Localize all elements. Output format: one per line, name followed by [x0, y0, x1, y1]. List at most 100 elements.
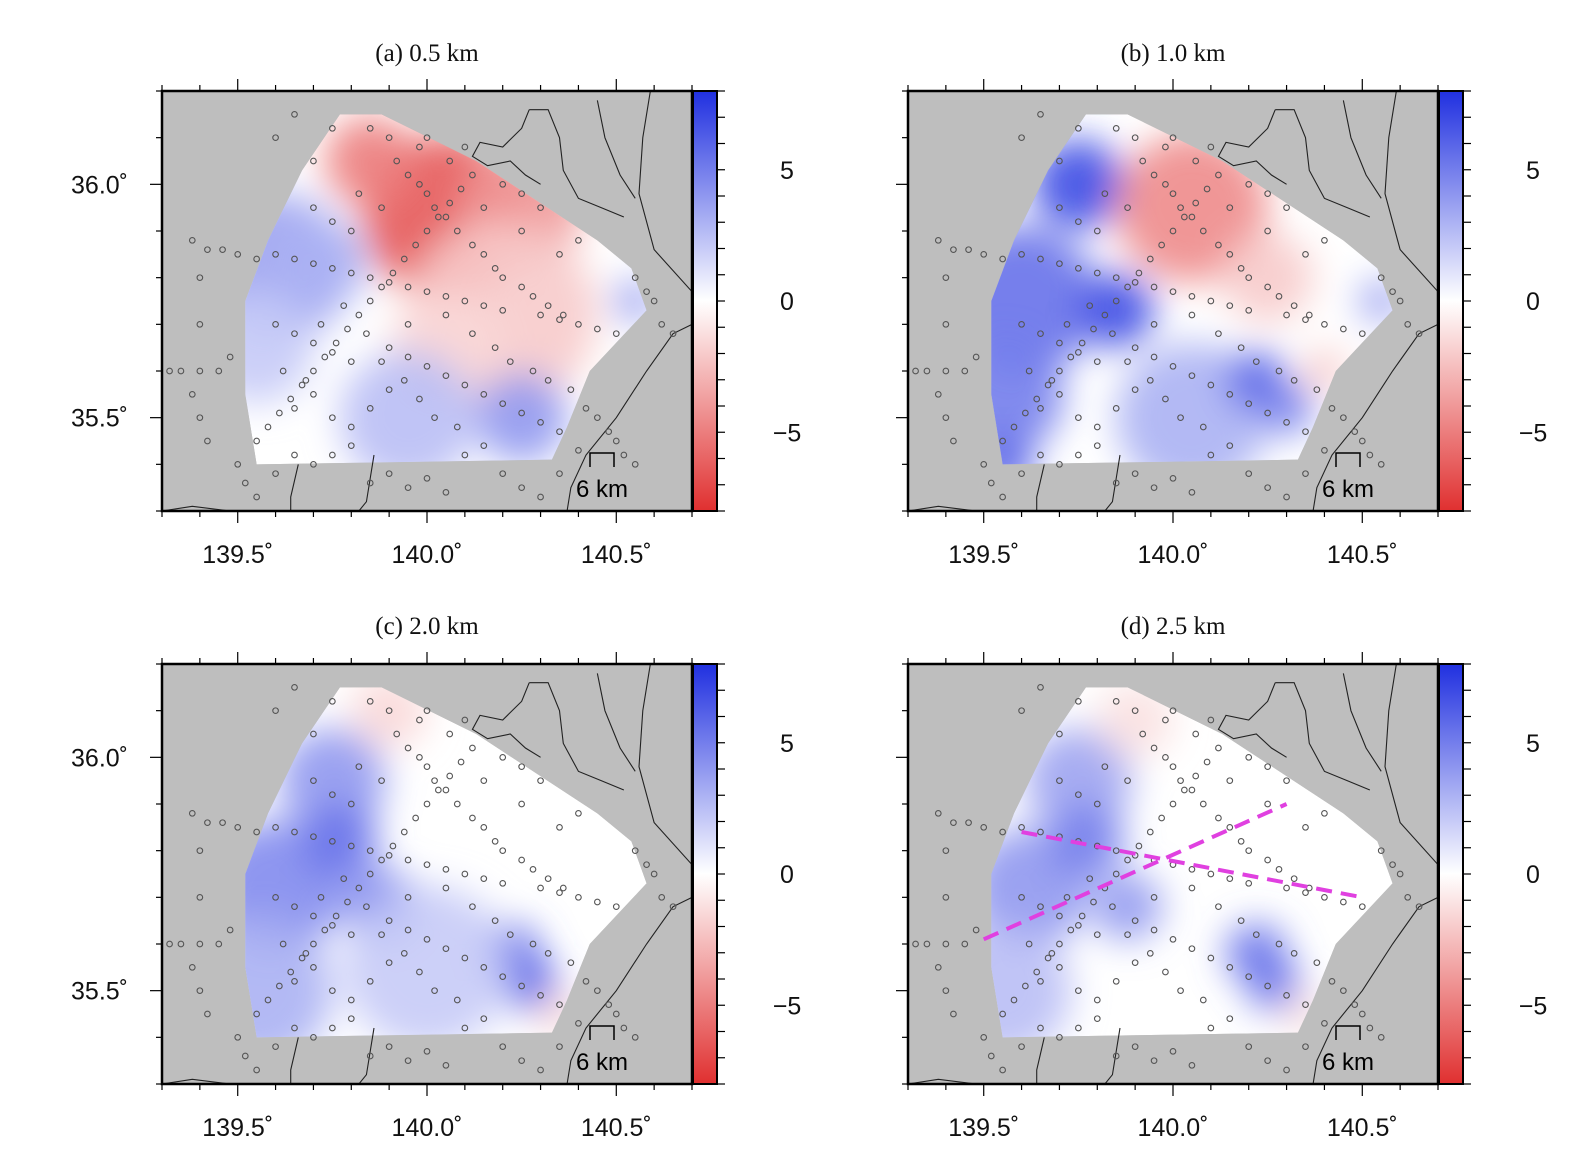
station-marker	[559, 311, 567, 319]
station-marker	[1275, 367, 1283, 375]
station-marker	[1048, 376, 1056, 384]
colorbar: 5 0 −5	[692, 90, 801, 512]
station-marker	[234, 460, 242, 468]
station-marker	[1075, 697, 1082, 705]
station-marker	[669, 903, 677, 911]
station-marker	[605, 428, 613, 436]
coastline	[1036, 1037, 1045, 1084]
colorbar-ramp	[692, 90, 718, 512]
station-marker	[385, 851, 393, 859]
station-marker	[1018, 320, 1025, 328]
colorbar-label: −5	[1519, 992, 1548, 1020]
station-marker	[188, 963, 196, 971]
anomaly-blob	[245, 291, 314, 404]
anomaly-blob	[1116, 133, 1268, 283]
station-marker	[196, 274, 204, 282]
lat-tick-label: 36.0˚	[71, 171, 128, 199]
station-marker	[1377, 460, 1385, 468]
station-marker	[499, 753, 507, 761]
station-marker	[518, 856, 525, 864]
station-marker	[934, 809, 942, 817]
station-marker	[1321, 446, 1328, 454]
station-marker	[1112, 404, 1120, 412]
station-marker	[219, 246, 226, 254]
station-marker	[1067, 353, 1075, 361]
station-marker	[1358, 903, 1366, 911]
station-marker	[1150, 353, 1158, 361]
station-marker	[1067, 926, 1075, 934]
station-marker	[1245, 400, 1253, 408]
station-marker	[650, 870, 658, 878]
panel-a: (a) 0.5 km 6 km 139.5˚ 140.0˚ 140.5˚ 35.5˚ 36.…	[71, 40, 801, 569]
station-marker	[1245, 753, 1253, 761]
station-marker	[347, 227, 355, 235]
station-marker	[404, 484, 412, 492]
station-marker	[166, 940, 173, 948]
station-marker	[1093, 800, 1101, 808]
station-marker	[385, 917, 393, 925]
station-marker	[1112, 847, 1120, 855]
station-marker	[291, 404, 298, 412]
coastlines	[162, 91, 692, 511]
station-marker	[332, 912, 340, 920]
station-marker	[400, 376, 408, 384]
station-marker	[329, 264, 336, 272]
coastline	[596, 100, 636, 199]
lon-tick-label: 139.5˚	[202, 1114, 273, 1142]
station-marker	[1056, 912, 1063, 920]
station-marker	[1283, 493, 1290, 501]
station-marker	[1025, 367, 1033, 375]
station-marker	[1162, 753, 1169, 761]
station-marker	[291, 977, 298, 985]
station-marker	[446, 772, 454, 780]
station-marker	[669, 330, 677, 338]
station-marker	[461, 143, 469, 151]
station-marker	[404, 926, 412, 934]
station-marker	[559, 884, 567, 892]
scale-bar-label: 6 km	[1322, 1049, 1374, 1076]
station-marker	[416, 143, 423, 151]
station-marker	[1351, 1001, 1359, 1009]
station-marker	[272, 1043, 279, 1051]
station-marker	[310, 157, 317, 165]
lat-tick-label: 35.5˚	[71, 405, 128, 433]
station-marker	[1188, 865, 1196, 873]
coastline	[1342, 673, 1382, 772]
station-marker	[1188, 372, 1196, 380]
station-marker	[1207, 297, 1215, 305]
station-marker	[1226, 442, 1234, 450]
station-marker	[355, 190, 363, 198]
station-marker	[1252, 358, 1260, 366]
anomaly-field	[991, 114, 1393, 465]
station-marker	[1090, 898, 1097, 906]
station-marker	[1101, 190, 1109, 198]
station-marker	[1075, 124, 1082, 132]
station-marker	[1112, 870, 1120, 878]
coastline	[1036, 464, 1045, 511]
station-marker	[1112, 479, 1120, 487]
colorbar: 5 0 −5	[1438, 663, 1548, 1085]
station-marker	[366, 297, 374, 305]
station-marker	[1245, 973, 1253, 981]
station-marker	[1075, 791, 1082, 799]
station-marker	[1037, 828, 1044, 836]
station-marker	[1177, 987, 1184, 995]
station-marker	[366, 870, 374, 878]
station-marker	[1018, 470, 1025, 478]
station-marker	[310, 367, 317, 375]
station-marker	[1124, 777, 1131, 785]
station-marker	[469, 241, 476, 249]
station-marker	[999, 1066, 1006, 1074]
station-marker	[272, 470, 279, 478]
station-marker	[310, 260, 317, 268]
station-marker	[980, 460, 988, 468]
station-marker	[912, 940, 919, 948]
coastline	[1217, 682, 1287, 758]
lon-tick-label: 140.0˚	[1138, 541, 1209, 569]
station-marker	[226, 353, 234, 361]
station-marker	[1377, 847, 1385, 855]
station-marker	[196, 414, 204, 422]
station-marker	[1226, 1015, 1234, 1023]
station-marker	[442, 786, 450, 794]
station-marker	[1010, 423, 1018, 431]
